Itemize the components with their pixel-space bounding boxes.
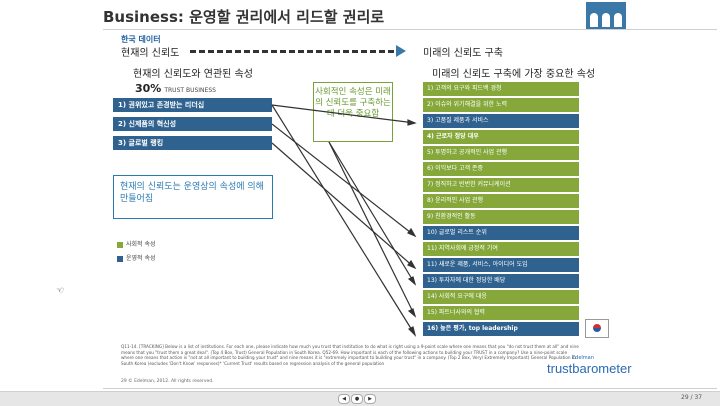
right-attribute-16: 16) 높은 평가, top leadership — [423, 322, 579, 336]
right-attribute-3: 3) 고품질 제품과 서비스 — [423, 114, 579, 128]
header-divider — [103, 29, 717, 30]
current-trust-heading: 현재의 신뢰도 — [121, 48, 180, 59]
right-attribute-9: 9) 친환경적인 활동 — [423, 210, 579, 224]
prev-slide-button[interactable]: ◀ — [338, 394, 350, 404]
trust-percentage: 30% TRUST BUSINESS — [135, 82, 216, 95]
current-attributes-heading: 현재의 신뢰도와 연관된 속성 — [133, 69, 253, 80]
dashed-arrow-line — [190, 50, 394, 53]
left-attribute-3: 3) 글로벌 랭킹 — [113, 136, 272, 150]
right-attribute-14: 14) 사회적 요구에 대응 — [423, 290, 579, 304]
future-trust-heading: 미래의 신뢰도 구축 — [423, 48, 503, 59]
page-title: Business: 운영할 권리에서 리드할 권리로 — [103, 8, 385, 26]
current-trust-note: 현재의 신뢰도는 운영상의 속성에 의해 만들어짐 — [113, 175, 273, 219]
right-attribute-10: 10) 글로벌 리스트 순위 — [423, 226, 579, 240]
right-attribute-6: 6) 이익보다 고객 존중 — [423, 162, 579, 176]
right-attribute-2: 2) 이슈와 위기해결을 위한 노력 — [423, 98, 579, 112]
play-button[interactable]: ● — [351, 394, 363, 404]
legend-operational: 운영적 속성 — [117, 253, 156, 262]
arrow-right-icon — [396, 45, 406, 57]
next-slide-button[interactable]: ▶ — [364, 394, 376, 404]
right-attribute-1: 1) 고객의 요구와 피드백 경청 — [423, 82, 579, 96]
south-korea-flag-icon — [585, 319, 609, 338]
hand-cursor-icon: ☜ — [56, 286, 65, 296]
right-attribute-7: 7) 정직하고 빈번한 커뮤니케이션 — [423, 178, 579, 192]
social-attribute-note: 사회적인 속성은 미래의 신뢰도를 구축하는데 더욱 중요함 — [313, 82, 393, 142]
future-attributes-heading: 미래의 신뢰도 구축에 가장 중요한 속성 — [432, 69, 596, 80]
right-attribute-4: 4) 근로자 정당 대우 — [423, 130, 579, 144]
page-number: 29 / 37 — [681, 394, 703, 401]
right-attribute-8: 8) 윤리적인 사업 관행 — [423, 194, 579, 208]
footer-divider — [103, 388, 717, 389]
edelman-brand: Edelman — [572, 355, 594, 361]
trustbarometer-logo: trustbarometer — [547, 361, 632, 376]
right-attribute-5: 5) 투명하고 공개적인 사업 관행 — [423, 146, 579, 160]
legend-social: 사회적 속성 — [117, 239, 156, 248]
right-attribute-13: 13) 투자자에 대한 정당한 배당 — [423, 274, 579, 288]
copyright: 29 © Edelman, 2012. All rights reserved. — [121, 379, 214, 384]
edelman-people-logo-icon — [586, 2, 626, 30]
data-label: 한국 데이터 — [121, 35, 161, 44]
left-attribute-1: 1) 권위있고 존경받는 리더십 — [113, 98, 272, 112]
left-attribute-2: 2) 신제품의 혁신성 — [113, 117, 272, 131]
right-attribute-11: 11) 지역사회에 긍정적 기여 — [423, 242, 579, 256]
right-attribute-15: 15) 파트너사와의 협력 — [423, 306, 579, 320]
right-attribute-12: 11) 새로운 제품, 서비스, 아이디어 도입 — [423, 258, 579, 272]
footnote: Q11-14. [TRACKING] Below is a list of in… — [121, 344, 579, 366]
